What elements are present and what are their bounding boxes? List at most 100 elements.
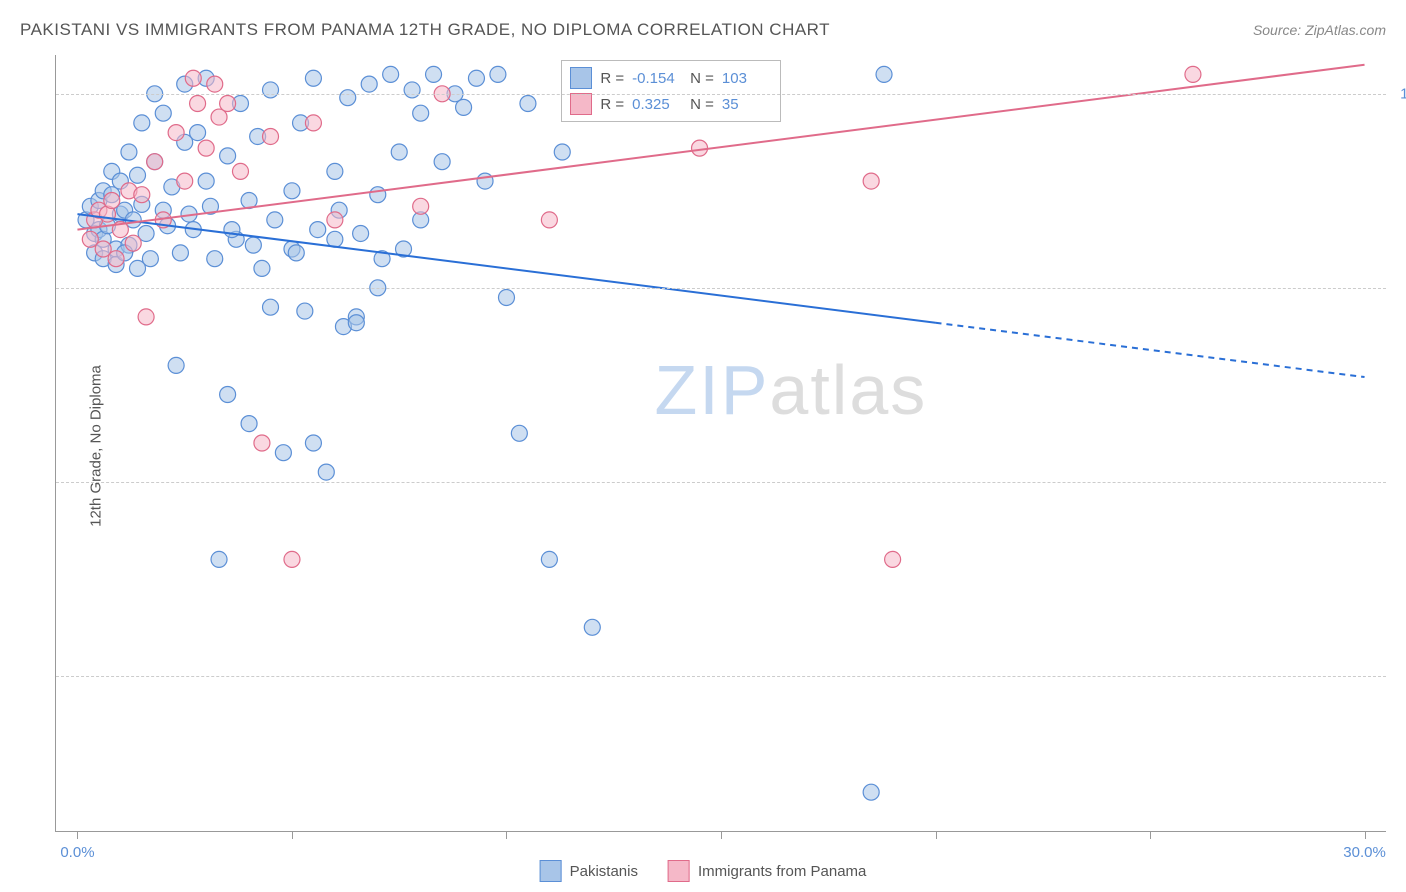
data-point (232, 163, 248, 179)
data-point (348, 315, 364, 331)
data-point (327, 212, 343, 228)
data-point (318, 464, 334, 480)
legend-label-2: Immigrants from Panama (698, 863, 866, 880)
stats-n-label-2: N = (690, 96, 714, 113)
data-point (468, 70, 484, 86)
data-point (434, 154, 450, 170)
data-point (220, 96, 236, 112)
legend: Pakistanis Immigrants from Panama (540, 860, 867, 882)
chart-source: Source: ZipAtlas.com (1253, 22, 1386, 38)
data-point (305, 115, 321, 131)
y-tick-label: 90.0% (1391, 279, 1406, 296)
data-point (554, 144, 570, 160)
data-point (104, 193, 120, 209)
data-point (147, 154, 163, 170)
data-point (207, 251, 223, 267)
data-point (327, 231, 343, 247)
stats-n-value-2: 35 (722, 96, 772, 113)
data-point (288, 245, 304, 261)
stats-row-2: R = 0.325 N = 35 (570, 91, 772, 117)
data-point (198, 140, 214, 156)
data-point (361, 76, 377, 92)
data-point (211, 551, 227, 567)
data-point (353, 225, 369, 241)
data-point (207, 76, 223, 92)
stats-swatch-1 (570, 67, 592, 89)
stats-r-value-2: 0.325 (632, 96, 682, 113)
legend-item-2: Immigrants from Panama (668, 860, 866, 882)
x-tick-label: 0.0% (60, 844, 94, 861)
data-point (108, 251, 124, 267)
y-tick-label: 100.0% (1391, 85, 1406, 102)
data-point (692, 140, 708, 156)
legend-item-1: Pakistanis (540, 860, 638, 882)
data-point (297, 303, 313, 319)
legend-label-1: Pakistanis (570, 863, 638, 880)
data-point (134, 115, 150, 131)
data-point (885, 551, 901, 567)
data-point (198, 173, 214, 189)
data-point (456, 99, 472, 115)
legend-swatch-2 (668, 860, 690, 882)
data-point (245, 237, 261, 253)
data-point (130, 167, 146, 183)
data-point (254, 260, 270, 276)
data-point (134, 187, 150, 203)
data-point (275, 445, 291, 461)
data-point (263, 299, 279, 315)
stats-box: R = -0.154 N = 103 R = 0.325 N = 35 (561, 60, 781, 122)
data-point (220, 387, 236, 403)
data-point (121, 144, 137, 160)
stats-r-value-1: -0.154 (632, 70, 682, 87)
data-point (305, 70, 321, 86)
stats-n-value-1: 103 (722, 70, 772, 87)
data-point (310, 222, 326, 238)
data-point (413, 198, 429, 214)
data-point (383, 66, 399, 82)
data-point (168, 125, 184, 141)
data-point (584, 619, 600, 635)
data-point (413, 105, 429, 121)
legend-swatch-1 (540, 860, 562, 882)
chart-plot-area: ZIPatlas R = -0.154 N = 103 R = 0.325 N … (55, 55, 1386, 832)
data-point (498, 290, 514, 306)
data-point (190, 125, 206, 141)
stats-r-label-1: R = (600, 70, 624, 87)
data-point (404, 82, 420, 98)
data-point (391, 144, 407, 160)
data-point (263, 128, 279, 144)
data-point (370, 187, 386, 203)
data-point (490, 66, 506, 82)
data-point (541, 212, 557, 228)
stats-r-label-2: R = (600, 96, 624, 113)
stats-swatch-2 (570, 93, 592, 115)
stats-row-1: R = -0.154 N = 103 (570, 65, 772, 91)
data-point (177, 173, 193, 189)
data-point (477, 173, 493, 189)
data-point (340, 90, 356, 106)
data-point (284, 183, 300, 199)
data-point (284, 551, 300, 567)
data-point (305, 435, 321, 451)
data-point (263, 82, 279, 98)
data-point (190, 96, 206, 112)
data-point (185, 70, 201, 86)
data-point (155, 105, 171, 121)
chart-title: PAKISTANI VS IMMIGRANTS FROM PANAMA 12TH… (20, 20, 830, 40)
data-point (511, 425, 527, 441)
data-point (267, 212, 283, 228)
stats-n-label-1: N = (690, 70, 714, 87)
data-point (241, 416, 257, 432)
data-point (426, 66, 442, 82)
data-point (138, 309, 154, 325)
data-point (863, 784, 879, 800)
data-point (125, 235, 141, 251)
data-point (254, 435, 270, 451)
y-tick-label: 70.0% (1391, 667, 1406, 684)
chart-header: PAKISTANI VS IMMIGRANTS FROM PANAMA 12TH… (20, 20, 1386, 40)
data-point (168, 357, 184, 373)
data-point (541, 551, 557, 567)
plot-svg (56, 55, 1386, 831)
data-point (863, 173, 879, 189)
data-point (520, 96, 536, 112)
